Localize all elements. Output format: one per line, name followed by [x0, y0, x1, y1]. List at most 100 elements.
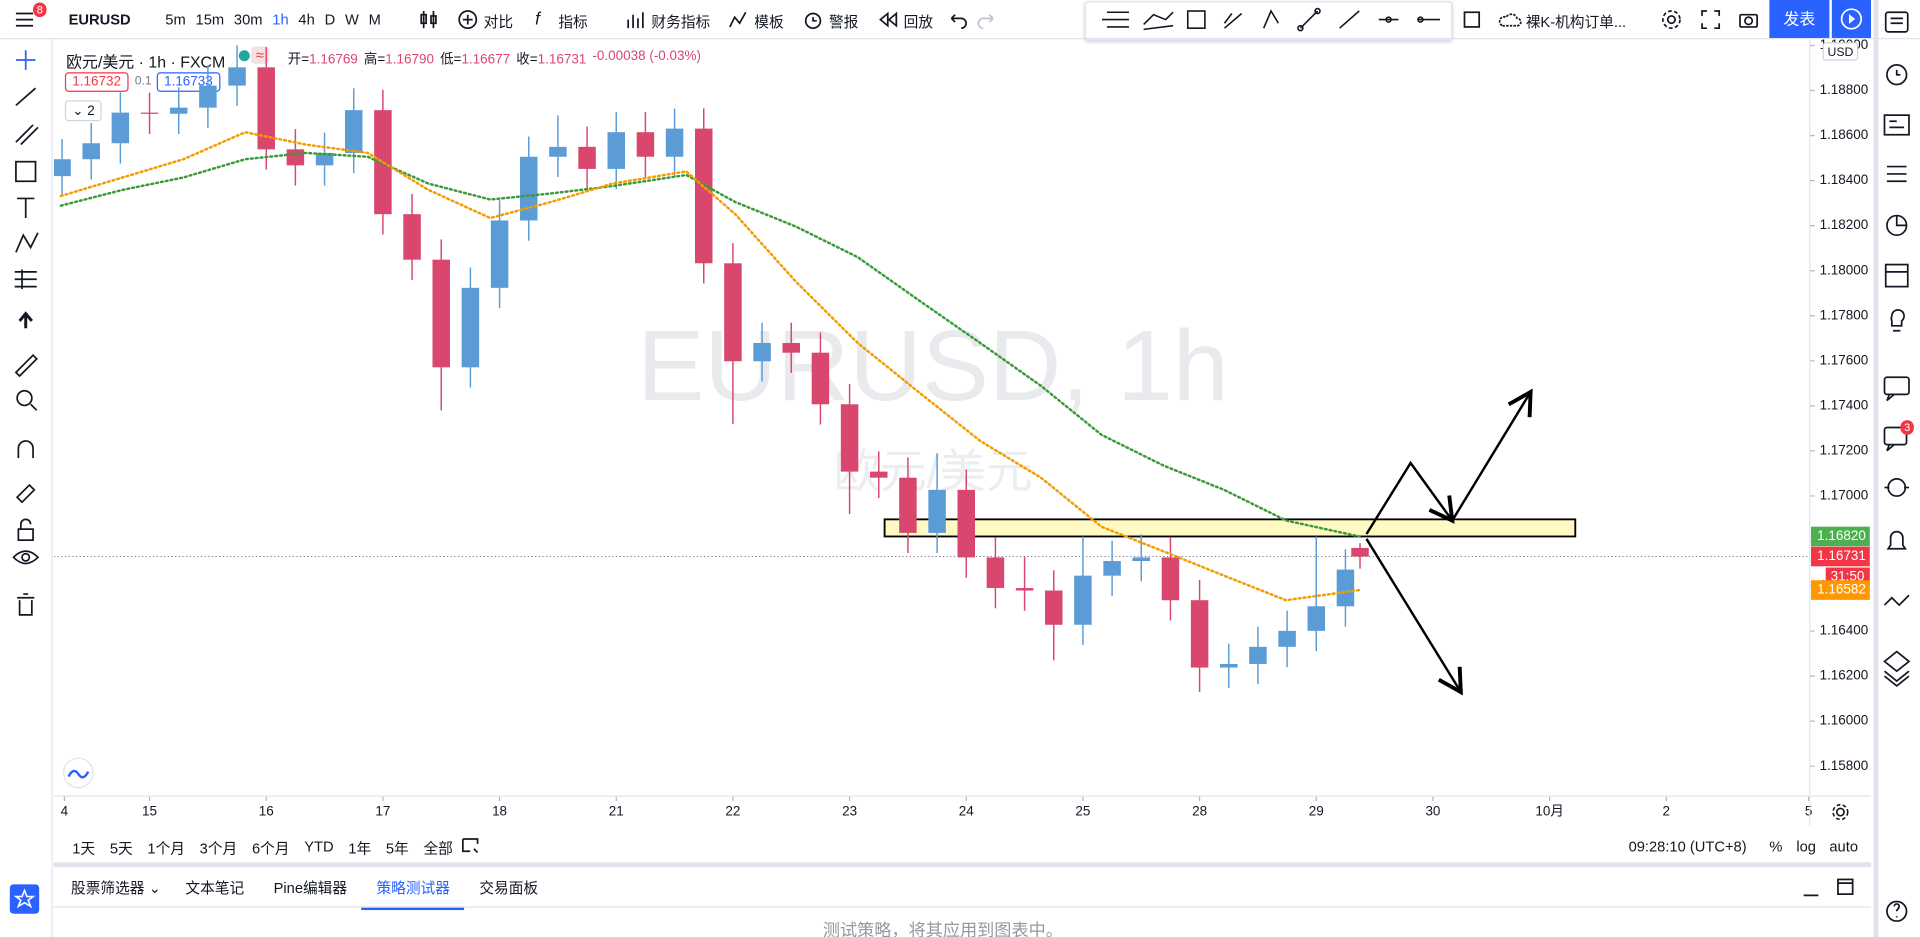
interval[interactable]: 15m [195, 11, 225, 29]
x-tick-label: 2 [1663, 804, 1670, 819]
range[interactable]: 6个月 [251, 840, 290, 858]
tabs: 股票筛选器 ⌄ 文本笔记 Pine编辑器 策略测试器 交易面板 [61, 877, 553, 911]
candle-body [1278, 630, 1296, 647]
candle-body [1220, 663, 1238, 668]
redo-icon[interactable] [976, 9, 998, 31]
range[interactable]: 3个月 [199, 840, 238, 858]
range[interactable]: 1个月 [147, 840, 185, 858]
financials[interactable]: 财务指标 [651, 13, 711, 31]
candle-body [1249, 646, 1267, 664]
x-tick-label: 16 [259, 804, 274, 819]
candle-body [286, 149, 305, 166]
compare-icon[interactable] [457, 9, 479, 31]
interval[interactable]: D [324, 11, 336, 29]
publish-button[interactable]: 发表 [1769, 0, 1830, 38]
candle-body [1351, 547, 1369, 557]
watchlist-button[interactable] [9, 884, 40, 914]
ohlc-item: 收=1.16731 [516, 49, 586, 69]
tab[interactable]: Pine编辑器 [273, 879, 348, 897]
alerts-icon[interactable] [802, 9, 824, 31]
indicator-toggle[interactable]: ⌄ 2 [64, 100, 103, 122]
ohlc-item: 开=1.16769 [288, 49, 358, 69]
interval[interactable]: 1h [272, 11, 289, 29]
clock: 09:28:10 (UTC+8) [1628, 837, 1747, 855]
tab[interactable]: 文本笔记 [185, 879, 245, 897]
y-tick-label: 1.16200 [1820, 668, 1869, 683]
financials-icon[interactable] [624, 9, 646, 31]
left-toolbar [0, 39, 53, 937]
interval[interactable]: 30m [233, 11, 263, 29]
widget-icons[interactable] [1881, 7, 1913, 926]
legend-ohlc: 开=1.16769 高=1.16790 低=1.16677 收=1.16731 … [288, 49, 701, 69]
y-tick-label: 1.15800 [1820, 758, 1869, 773]
menu-icon[interactable] [13, 9, 35, 31]
snapshot-icon[interactable] [1738, 9, 1760, 31]
ohlc-item: 低=1.16677 [440, 49, 510, 69]
undo-icon[interactable] [947, 9, 969, 31]
symbol[interactable]: EURUSD [68, 11, 131, 29]
scale-option[interactable]: % [1769, 837, 1783, 855]
maximize-icon[interactable] [1834, 876, 1856, 898]
minimize-icon[interactable] [1800, 878, 1822, 900]
candle-body [549, 146, 567, 157]
scale-option[interactable]: auto [1829, 837, 1858, 855]
indicators[interactable]: 指标 [558, 13, 588, 31]
alerts[interactable]: 警报 [828, 13, 859, 31]
arrow [1451, 388, 1533, 522]
candle-body [53, 159, 71, 177]
tab[interactable]: 交易面板 [479, 879, 539, 897]
drawing-tools[interactable] [1095, 6, 1450, 33]
candle-body [461, 287, 480, 368]
candle-body [957, 489, 976, 558]
drawing-tool-icons[interactable] [10, 47, 42, 623]
ohlc-label: 收= [516, 52, 538, 68]
cloud-icon[interactable] [1496, 9, 1523, 31]
ohlc-label: 高= [363, 52, 386, 68]
templates-icon[interactable] [727, 9, 749, 31]
currency-box[interactable] [1822, 42, 1859, 61]
range[interactable]: 1天 [72, 840, 96, 858]
moving-average [59, 130, 1361, 602]
range[interactable]: 5年 [385, 840, 409, 858]
candle-body [519, 156, 538, 221]
tab[interactable]: 股票筛选器 ⌄ [71, 879, 161, 897]
layout-name[interactable]: 裸K-机构订单... [1525, 13, 1627, 31]
candle-body [140, 112, 159, 114]
templates[interactable]: 模板 [754, 13, 784, 31]
indicators-icon: f [535, 8, 540, 29]
app-logo[interactable] [63, 757, 94, 789]
replay[interactable]: 回放 [903, 13, 934, 31]
x-tick-label: 24 [959, 804, 974, 819]
x-tick-label: 22 [725, 804, 740, 819]
range[interactable]: YTD [304, 837, 334, 855]
zone [883, 518, 1577, 538]
settings-icon[interactable] [1660, 9, 1682, 31]
square-icon[interactable] [1461, 9, 1483, 31]
chart-type-icon[interactable] [418, 9, 440, 31]
candle-body [490, 220, 509, 288]
axis-settings-icon[interactable] [1832, 803, 1849, 821]
range[interactable]: 1年 [348, 840, 372, 858]
price-label-box [1811, 526, 1870, 547]
y-tick-label: 1.16000 [1820, 713, 1869, 728]
right-panel [1873, 0, 1920, 937]
panel-divider [53, 906, 1872, 908]
goto-date-icon[interactable] [459, 834, 481, 856]
play-button[interactable] [1831, 0, 1872, 38]
ohlc-value: 1.16790 [385, 52, 434, 68]
range[interactable]: 5天 [109, 840, 133, 858]
candle-body [403, 214, 421, 260]
interval[interactable]: 5m [165, 11, 186, 29]
replay-icon[interactable] [877, 9, 899, 31]
scale-option[interactable]: log [1796, 837, 1816, 855]
candle-body [1045, 590, 1063, 625]
interval[interactable]: 4h [298, 11, 315, 29]
interval[interactable]: W [345, 11, 359, 29]
compare[interactable]: 对比 [483, 13, 514, 31]
range[interactable]: 全部 [423, 840, 453, 858]
interval[interactable]: M [368, 11, 381, 29]
bid-box[interactable]: 1.16732 [64, 72, 129, 92]
fullscreen-icon[interactable] [1700, 9, 1722, 31]
arrow [1365, 538, 1463, 696]
tab[interactable]: 策略测试器 [361, 877, 465, 911]
